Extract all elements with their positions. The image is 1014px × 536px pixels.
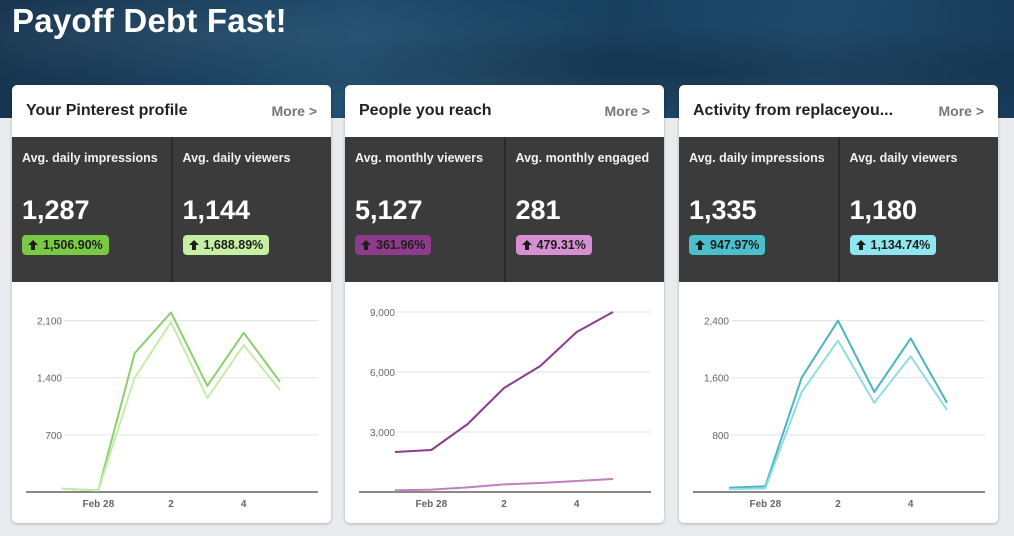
arrow-up-icon <box>361 240 371 250</box>
change-value: 947.97% <box>710 238 760 252</box>
stat-impressions: Avg. daily impressions 1,335 947.97% <box>679 137 838 282</box>
stat-impressions: Avg. daily impressions 1,287 1,506.90% <box>12 137 171 282</box>
stat-label: Avg. daily viewers <box>182 151 291 165</box>
x-tick-label: 4 <box>908 499 914 510</box>
y-tick-label: 1,600 <box>704 374 729 385</box>
stat-label: Avg. daily viewers <box>849 151 958 165</box>
stat-value: 1,180 <box>849 195 918 225</box>
arrow-up-icon <box>188 240 199 250</box>
change-badge: 947.97% <box>689 235 766 255</box>
change-value: 479.31% <box>536 238 586 252</box>
card-title: People you reach <box>359 102 492 119</box>
arrow-up-icon <box>28 240 38 250</box>
y-tick-label: 6,000 <box>370 368 395 379</box>
line-chart: 2,100 1,400 700 Feb 28 2 4 <box>12 282 331 523</box>
stat-monthly-viewers: Avg. monthly viewers 5,127 361.96% <box>345 137 504 282</box>
change-value: 1,134.74% <box>870 238 931 252</box>
y-tick-label: 2,100 <box>37 317 62 328</box>
change-value: 361.96% <box>376 238 426 252</box>
y-tick-label: 700 <box>45 431 62 442</box>
x-tick-label: Feb 28 <box>415 499 447 510</box>
change-badge: 1,506.90% <box>22 235 109 255</box>
series-line <box>394 478 614 492</box>
y-tick-label: 1,400 <box>37 374 62 385</box>
change-value: 1,688.89% <box>203 238 264 252</box>
chart-svg: 2,400 1,600 800 Feb 28 2 4 <box>693 317 985 510</box>
x-tick-label: 4 <box>574 499 580 510</box>
more-link[interactable]: More > <box>604 103 650 119</box>
y-tick-label: 3,000 <box>370 428 395 439</box>
stat-value: 1,335 <box>689 195 757 225</box>
arrow-up-icon <box>521 240 532 250</box>
series-line <box>394 311 614 453</box>
page-title: Payoff Debt Fast! <box>12 2 287 39</box>
series-line <box>728 319 948 489</box>
y-tick-label: 2,400 <box>704 317 729 328</box>
line-chart: 2,400 1,600 800 Feb 28 2 4 <box>679 282 998 523</box>
y-tick-label: 9,000 <box>370 308 395 319</box>
stat-viewers: Avg. daily viewers 1,144 1,688.89% <box>170 137 332 282</box>
change-badge: 479.31% <box>515 235 592 255</box>
stat-label: Avg. monthly engaged <box>515 151 650 165</box>
card-pinterest-profile: Your Pinterest profile More > Avg. daily… <box>12 85 331 523</box>
more-link[interactable]: More > <box>938 103 984 119</box>
y-tick-label: 800 <box>712 431 729 442</box>
stat-value: 281 <box>515 195 561 225</box>
line-chart: 9,000 6,000 3,000 Feb 28 2 4 <box>345 282 664 523</box>
stats-panel: Avg. daily impressions 1,335 947.97% Avg… <box>679 137 998 282</box>
change-value: 1,506.90% <box>43 238 103 252</box>
x-tick-label: Feb 28 <box>749 499 781 510</box>
change-badge: 361.96% <box>355 235 432 255</box>
stat-value: 5,127 <box>355 195 423 225</box>
x-tick-label: 4 <box>241 499 247 510</box>
x-tick-label: Feb 28 <box>82 499 114 510</box>
series-line <box>61 321 281 492</box>
change-badge: 1,688.89% <box>182 235 270 255</box>
x-tick-label: 2 <box>168 499 174 510</box>
chart-svg: 9,000 6,000 3,000 Feb 28 2 4 <box>359 308 651 510</box>
arrow-up-icon <box>855 240 866 250</box>
chart-svg: 2,100 1,400 700 Feb 28 2 4 <box>26 311 318 510</box>
arrow-up-icon <box>695 240 705 250</box>
stat-label: Avg. daily impressions <box>22 151 158 165</box>
card-title: Activity from replaceyou... <box>693 102 894 119</box>
stat-value: 1,287 <box>22 195 90 225</box>
series-line <box>728 339 948 491</box>
series-line <box>61 311 281 492</box>
stat-label: Avg. daily impressions <box>689 151 825 165</box>
card-header: Activity from replaceyou... More > <box>679 85 998 137</box>
stat-monthly-engaged: Avg. monthly engaged 281 479.31% <box>503 137 665 282</box>
card-people-reach: People you reach More > Avg. monthly vie… <box>345 85 664 523</box>
card-header: Your Pinterest profile More > <box>12 85 331 137</box>
more-link[interactable]: More > <box>271 103 317 119</box>
card-header: People you reach More > <box>345 85 664 137</box>
stat-value: 1,144 <box>182 195 251 225</box>
card-title: Your Pinterest profile <box>26 102 188 119</box>
stats-panel: Avg. daily impressions 1,287 1,506.90% A… <box>12 137 331 282</box>
stat-label: Avg. monthly viewers <box>355 151 484 165</box>
stat-viewers: Avg. daily viewers 1,180 1,134.74% <box>837 137 999 282</box>
x-tick-label: 2 <box>835 499 841 510</box>
change-badge: 1,134.74% <box>849 235 937 255</box>
stats-panel: Avg. monthly viewers 5,127 361.96% Avg. … <box>345 137 664 282</box>
card-activity: Activity from replaceyou... More > Avg. … <box>679 85 998 523</box>
x-tick-label: 2 <box>501 499 507 510</box>
